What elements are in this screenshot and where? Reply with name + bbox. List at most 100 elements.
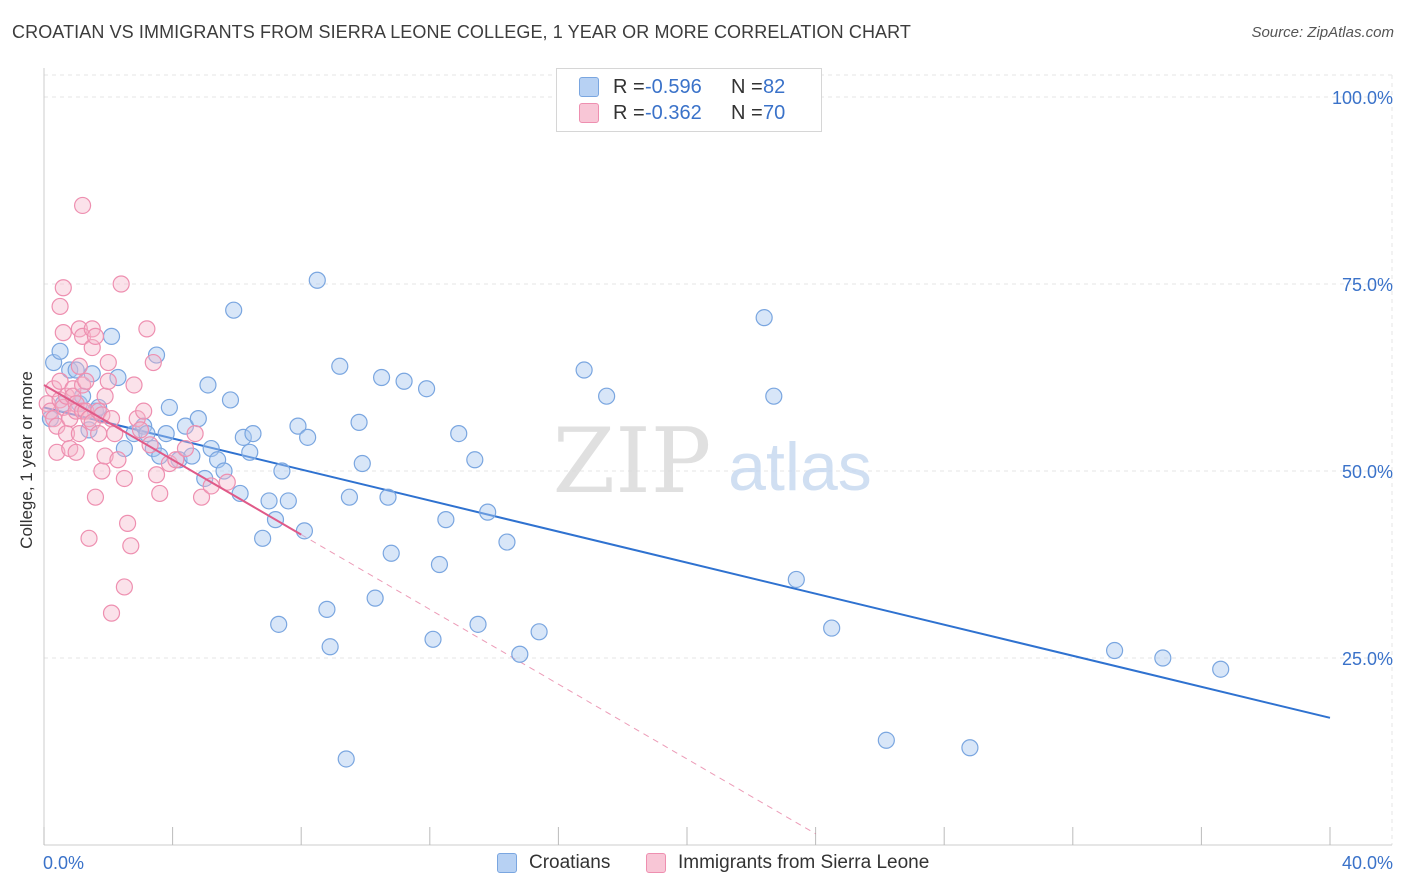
point-sierra-leone — [118, 514, 137, 532]
point-croatians — [395, 372, 413, 390]
legend-row-sierra-leone: R = -0.362 N = 70 — [579, 101, 785, 125]
point-sierra-leone — [86, 488, 105, 506]
legend-r-label: R = — [613, 75, 645, 98]
point-sierra-leone — [77, 372, 95, 390]
point-croatians — [321, 638, 339, 656]
trend-lines — [43, 406, 1331, 835]
point-sierra-leone — [138, 320, 156, 338]
legend-swatch-pink — [646, 853, 666, 873]
data-points — [38, 196, 1230, 768]
legend-swatch-blue — [579, 77, 599, 97]
point-croatians — [51, 342, 69, 360]
legend-item-croatians[interactable]: Croatians — [497, 852, 610, 874]
legend-n-value: 70 — [763, 101, 786, 124]
point-croatians — [498, 533, 516, 551]
stats-legend: R = -0.596 N = 82 R = -0.362 N = 70 — [556, 68, 822, 132]
legend-r-label: R = — [613, 101, 645, 124]
point-croatians — [199, 376, 217, 394]
x-tick-label-min: 0.0% — [43, 853, 84, 873]
legend-n-label: N = — [731, 75, 763, 98]
point-croatians — [340, 488, 359, 506]
point-croatians — [466, 451, 484, 469]
point-croatians — [273, 462, 291, 480]
point-sierra-leone — [131, 421, 150, 439]
legend-swatch-pink — [579, 103, 599, 123]
series-legend: Croatians Immigrants from Sierra Leone — [0, 852, 1406, 878]
grid-lines — [44, 74, 1393, 845]
x-tick-label-max: 40.0% — [1342, 853, 1393, 873]
y-tick-label: 100.0% — [1332, 88, 1393, 108]
point-croatians — [1212, 660, 1230, 678]
legend-row-croatians: R = -0.596 N = 82 — [579, 75, 785, 99]
point-croatians — [289, 417, 307, 435]
trend-line-sierra-leone — [43, 384, 302, 536]
source-label: Source: ZipAtlas.com — [1251, 24, 1394, 41]
legend-swatch-blue — [497, 853, 517, 873]
y-tick-label: 75.0% — [1342, 275, 1393, 295]
point-croatians — [102, 327, 121, 345]
legend-n-value: 82 — [763, 75, 786, 98]
point-croatians — [299, 428, 317, 446]
point-croatians — [61, 361, 79, 379]
point-croatians — [221, 391, 240, 409]
point-croatians — [575, 361, 593, 379]
point-sierra-leone — [115, 469, 133, 488]
point-sierra-leone — [176, 439, 195, 458]
point-croatians — [234, 428, 252, 446]
y-axis-label: College, 1 year or more — [17, 371, 36, 549]
point-sierra-leone — [102, 604, 121, 622]
point-croatians — [450, 425, 468, 443]
y-tick-label: 50.0% — [1342, 462, 1393, 482]
point-sierra-leone — [115, 578, 133, 596]
point-sierra-leone — [135, 402, 153, 420]
watermark-atlas: atlas — [728, 429, 872, 505]
point-sierra-leone — [73, 196, 92, 215]
point-sierra-leone — [54, 324, 72, 342]
point-croatians — [511, 645, 529, 663]
point-sierra-leone — [186, 425, 204, 443]
point-sierra-leone — [70, 425, 88, 443]
point-croatians — [437, 511, 455, 529]
point-croatians — [961, 739, 979, 757]
point-croatians — [598, 387, 616, 405]
point-croatians — [417, 380, 436, 398]
point-croatians — [1105, 641, 1124, 660]
point-croatians — [350, 413, 368, 431]
point-sierra-leone — [112, 275, 130, 293]
point-croatians — [279, 492, 297, 510]
point-sierra-leone — [218, 473, 236, 491]
point-sierra-leone — [51, 372, 69, 390]
point-croatians — [225, 301, 243, 319]
y-tick-label: 25.0% — [1342, 649, 1393, 669]
tick-labels: 25.0% 50.0% 75.0% 100.0% 0.0% 40.0% — [43, 88, 1393, 873]
point-sierra-leone — [83, 338, 101, 357]
point-croatians — [366, 589, 384, 607]
axes — [43, 68, 1392, 846]
point-sierra-leone — [151, 484, 169, 503]
point-croatians — [787, 570, 805, 589]
legend-item-sierra-leone[interactable]: Immigrants from Sierra Leone — [646, 852, 929, 874]
point-croatians — [337, 750, 355, 768]
point-croatians — [331, 357, 349, 375]
point-sierra-leone — [147, 466, 166, 484]
point-sierra-leone — [96, 447, 114, 465]
point-croatians — [469, 615, 487, 633]
point-sierra-leone — [106, 425, 124, 443]
legend-label-sierra-leone: Immigrants from Sierra Leone — [678, 852, 930, 873]
point-sierra-leone — [51, 297, 69, 316]
point-sierra-leone — [86, 327, 105, 345]
legend-r-value: -0.596 — [645, 75, 702, 98]
point-croatians — [877, 731, 895, 749]
point-croatians — [379, 488, 397, 506]
point-sierra-leone — [99, 372, 117, 390]
point-sierra-leone — [90, 425, 108, 443]
point-sierra-leone — [54, 279, 72, 297]
point-croatians — [109, 368, 127, 387]
point-croatians — [189, 410, 207, 428]
point-croatians — [765, 387, 783, 405]
watermark-zip: ZIP — [553, 409, 712, 514]
point-croatians — [479, 503, 497, 521]
trend-line-croatians — [43, 406, 1331, 719]
legend-label-croatians: Croatians — [529, 852, 611, 873]
